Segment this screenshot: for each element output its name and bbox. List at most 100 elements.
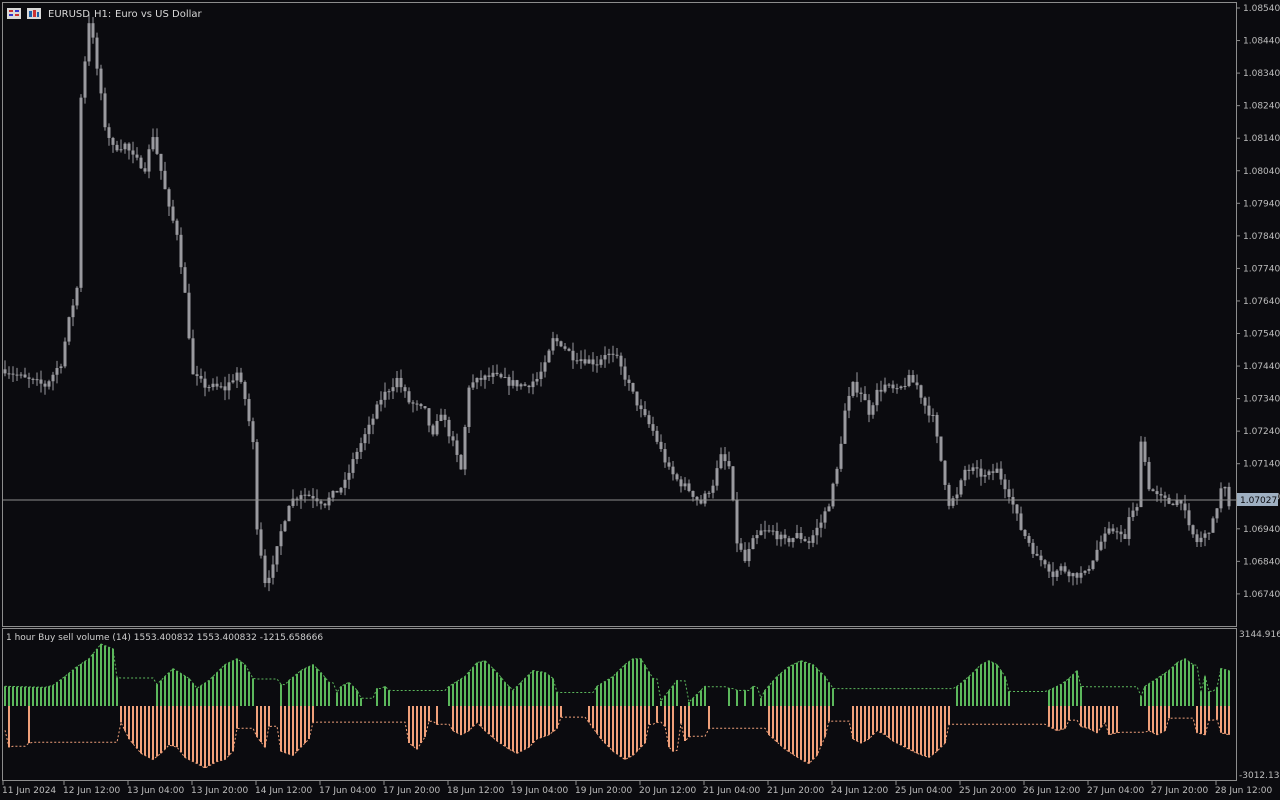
candle-body [923, 397, 927, 406]
price-panel[interactable]: 1.08540 1.08440 1.08340 1.08240 1.08140 1.080… [2, 2, 1280, 627]
candles-group [3, 14, 1231, 592]
candle-body [7, 373, 11, 375]
candle-body [171, 206, 175, 221]
candle-body [155, 137, 159, 154]
candle-body [19, 374, 23, 376]
candle-body [39, 379, 43, 384]
candle-body [495, 372, 499, 375]
candle-body [719, 454, 723, 469]
candle-body [639, 405, 643, 410]
candle-body [699, 499, 703, 504]
candle-body [583, 359, 587, 364]
candle-body [1091, 560, 1095, 569]
candle-body [559, 341, 563, 347]
price-tick-label: 1.07840 [1243, 232, 1280, 242]
candle-body [475, 377, 479, 383]
candle-body [91, 23, 95, 38]
candle-body [123, 143, 127, 150]
candle-body [507, 377, 511, 386]
candle-body [1163, 495, 1167, 498]
candle-body [767, 530, 771, 532]
candle-body [467, 387, 471, 427]
candle-body [823, 511, 827, 523]
candle-body [631, 383, 635, 392]
candle-body [667, 462, 671, 467]
menu-icon[interactable] [7, 8, 21, 19]
candle-body [971, 467, 975, 471]
candle-body [407, 391, 411, 403]
candle-body [127, 143, 131, 151]
candle-body [143, 168, 147, 172]
indicator-panel-border [2, 628, 1237, 781]
candle-body [1203, 533, 1207, 538]
candle-body [543, 362, 547, 372]
candle-body [707, 492, 711, 494]
candle-body [575, 360, 579, 362]
candle-body [403, 387, 407, 392]
candle-body [1035, 553, 1039, 556]
candle-body [1183, 503, 1187, 511]
price-tick-label: 1.07440 [1243, 362, 1280, 372]
candle-body [307, 494, 311, 497]
indicator-panel[interactable]: 1 hour Buy sell volume (14) 1553.400832 … [2, 628, 1280, 782]
candle-body [1039, 555, 1043, 561]
candle-body [1147, 461, 1151, 490]
candle-body [419, 404, 423, 407]
candle-body [711, 485, 715, 493]
candle-body [951, 498, 955, 506]
candle-body [859, 392, 863, 394]
candle-body [839, 443, 843, 469]
candle-body [947, 484, 951, 506]
candle-body [435, 420, 439, 435]
time-tick-label: 25 Jun 20:00 [959, 786, 1016, 796]
candle-body [387, 391, 391, 393]
candle-body [247, 399, 251, 422]
candle-body [227, 382, 231, 391]
candle-body [371, 418, 375, 425]
candle-body [279, 531, 283, 547]
candle-body [1019, 513, 1023, 530]
time-tick-label: 20 Jun 12:00 [639, 786, 696, 796]
candle-body [647, 415, 651, 425]
candle-body [483, 375, 487, 380]
candle-body [851, 381, 855, 396]
candle-body [99, 68, 103, 94]
candle-body [955, 494, 959, 499]
candle-body [1103, 533, 1107, 542]
sell-volume-dashed-line [4, 716, 1230, 769]
candle-body [499, 374, 503, 378]
candle-body [139, 157, 143, 169]
candle-body [887, 384, 891, 386]
candle-body [867, 400, 871, 415]
candle-body [819, 522, 823, 528]
candle-body [339, 487, 343, 493]
candle-body [423, 406, 427, 409]
candle-body [1135, 507, 1139, 511]
candle-body [211, 383, 215, 388]
candle-body [1123, 534, 1127, 539]
time-tick-label: 17 Jun 04:00 [319, 786, 376, 796]
candle-body [751, 538, 755, 550]
candle-body [903, 385, 907, 387]
candle-body [555, 338, 559, 342]
candle-body [671, 466, 675, 475]
candle-body [351, 459, 355, 473]
candle-body [115, 144, 119, 151]
indicator-max-label: 3144.916 [1239, 630, 1280, 640]
candle-body [187, 292, 191, 339]
candle-body [491, 372, 495, 377]
candle-body [1171, 503, 1175, 506]
candle-body [999, 468, 1003, 480]
candle-body [295, 498, 299, 500]
candle-body [595, 364, 599, 366]
chart-type-icon[interactable] [27, 8, 41, 19]
candle-body [1223, 486, 1227, 489]
candle-body [223, 386, 227, 391]
candle-body [343, 479, 347, 488]
candle-body [899, 386, 903, 389]
candle-body [427, 408, 431, 426]
candle-body [203, 378, 207, 388]
price-tick-label: 1.06940 [1243, 525, 1280, 535]
candle-body [683, 483, 687, 487]
